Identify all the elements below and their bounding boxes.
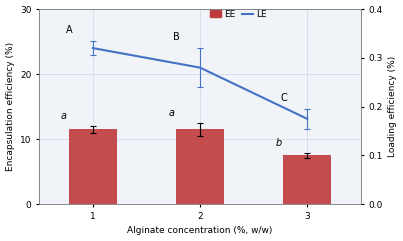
Text: A: A (66, 25, 73, 35)
Bar (69, 129, 117, 204)
X-axis label: Alginate concentration (%, w/w): Alginate concentration (%, w/w) (127, 227, 273, 235)
Bar (283, 155, 331, 204)
Text: a: a (168, 108, 174, 118)
Legend: EE, LE: EE, LE (210, 10, 266, 19)
Y-axis label: Encapsulation efficiency (%): Encapsulation efficiency (%) (6, 42, 15, 171)
Text: b: b (275, 138, 281, 148)
Y-axis label: Loading efficiency (%): Loading efficiency (%) (388, 56, 397, 157)
Text: B: B (173, 32, 180, 42)
Bar (176, 129, 224, 204)
Text: C: C (280, 93, 287, 103)
Text: a: a (61, 111, 67, 121)
